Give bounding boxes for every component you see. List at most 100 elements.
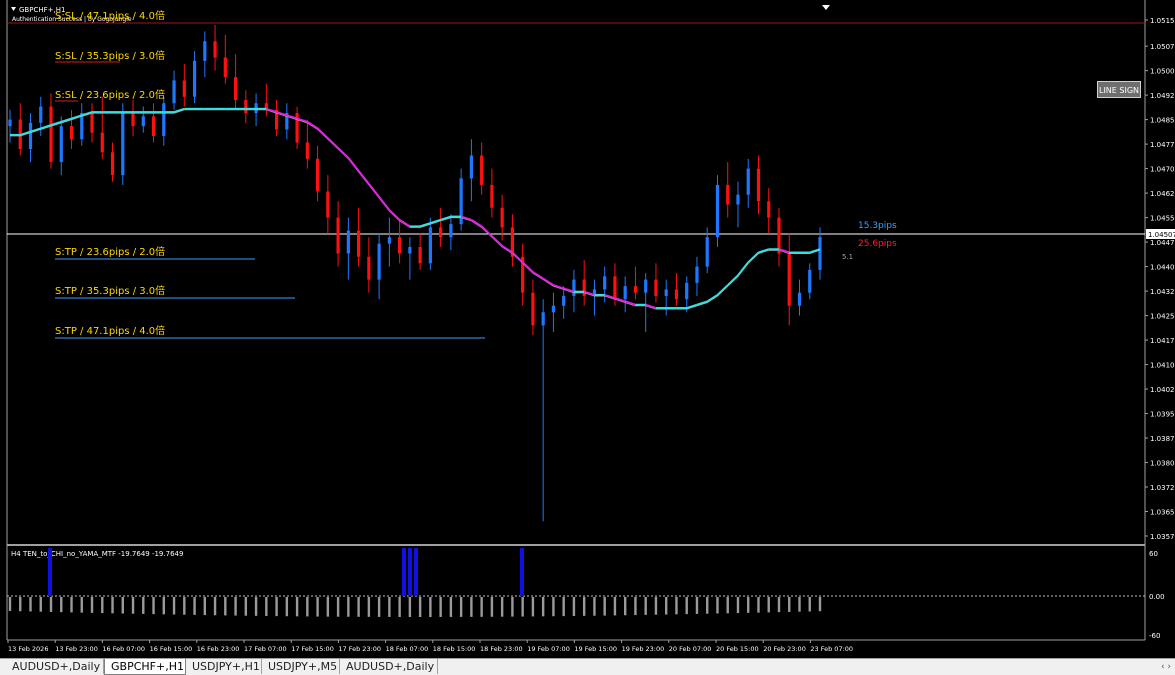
tab-audusd-daily-1[interactable]: AUDUSD+,Daily xyxy=(6,659,104,674)
indicator-bar xyxy=(131,597,135,614)
ma-color-segment xyxy=(778,248,790,254)
tab-usdjpy-h1[interactable]: USDJPY+,H1 xyxy=(186,659,262,674)
indicator-bar xyxy=(552,597,555,617)
ma-color-segment xyxy=(758,248,770,254)
price-tick-label: 1.03725 xyxy=(1150,484,1175,492)
indicator-bar xyxy=(726,597,729,614)
candle-body xyxy=(59,126,63,163)
tp-label-2: S:TP / 35.3pips / 3.0倍 xyxy=(55,284,165,297)
price-tick-label: 1.04175 xyxy=(1150,337,1175,345)
candle-body xyxy=(705,237,709,267)
candle-body xyxy=(90,113,94,133)
time-tick-label: 13 Feb 23:00 xyxy=(55,645,98,653)
candle-body xyxy=(110,152,115,176)
indicator-bar xyxy=(121,597,124,614)
tab-scroll-arrows-icon[interactable]: ‹ › xyxy=(1160,662,1171,672)
time-tick-label: 19 Feb 23:00 xyxy=(622,645,665,653)
ma-color-segment xyxy=(276,111,288,117)
indicator-bar xyxy=(603,597,606,616)
ma-color-segment xyxy=(81,111,93,117)
time-tick-label: 18 Feb 07:00 xyxy=(386,645,429,653)
candle-body xyxy=(387,237,391,244)
candle-body xyxy=(510,227,515,257)
indicator-bar xyxy=(449,597,453,617)
indicator-bar xyxy=(767,597,770,613)
candle-body xyxy=(572,279,576,296)
ma-color-segment xyxy=(316,127,329,139)
ma-color-segment xyxy=(614,297,626,303)
indicator-bar xyxy=(798,597,801,612)
indicator-bar xyxy=(111,597,114,614)
indicator-bar xyxy=(459,597,463,617)
time-tick-label: 17 Feb 07:00 xyxy=(244,645,287,653)
time-tick-label: 16 Feb 07:00 xyxy=(102,645,145,653)
indicator-spike xyxy=(402,548,406,596)
time-tick-label: 23 Feb 07:00 xyxy=(810,645,853,653)
indicator-bar xyxy=(706,597,709,614)
ma-color-segment xyxy=(368,183,380,198)
time-tick-label: 19 Feb 15:00 xyxy=(574,645,617,653)
candle-body xyxy=(315,158,320,192)
ma-color-segment xyxy=(511,251,524,264)
distance-down-label: 25.6pips xyxy=(858,239,897,249)
candle-body xyxy=(233,77,238,101)
ma-color-segment xyxy=(624,300,636,306)
ma-color-segment xyxy=(419,222,431,228)
ma-color-segment xyxy=(286,114,298,120)
candle-body xyxy=(633,286,638,293)
indicator-bar xyxy=(70,597,73,613)
price-chart[interactable]: GBPCHF+,H1 Authentication Success | by G… xyxy=(0,0,1175,658)
candle-body xyxy=(818,237,822,270)
candle-body xyxy=(787,253,791,306)
sl-label-1: S:SL / 23.6pips / 2.0倍 xyxy=(55,88,165,101)
indicator-bar xyxy=(439,597,442,617)
candle-body xyxy=(39,106,43,123)
indicator-spike xyxy=(408,548,412,596)
indicator-bar xyxy=(644,597,647,615)
line-sign-button[interactable]: LINE SIGN xyxy=(1097,81,1141,98)
spread-label: 5.1 xyxy=(842,253,853,261)
candle-body xyxy=(367,256,371,280)
indicator-bar xyxy=(244,597,248,616)
tab-usdjpy-m5[interactable]: USDJPY+,M5 xyxy=(262,659,340,674)
candle-body xyxy=(69,126,74,140)
price-tick-label: 1.04325 xyxy=(1150,288,1175,296)
candle-body xyxy=(562,295,566,306)
price-tick-label: 1.04700 xyxy=(1150,166,1175,174)
indicator-bar xyxy=(500,597,504,617)
indicator-bar xyxy=(285,597,289,617)
candle-body xyxy=(172,80,176,104)
tp-label-3: S:TP / 47.1pips / 4.0倍 xyxy=(55,324,165,337)
ma-color-segment xyxy=(296,117,308,123)
candle-body xyxy=(654,279,658,296)
price-tick-label: 1.04775 xyxy=(1150,141,1175,149)
indicator-bar xyxy=(203,597,207,616)
ma-color-segment xyxy=(378,196,391,211)
sl-label-3: S:SL / 47.1pips / 4.0倍 xyxy=(55,9,165,22)
tab-gbpchf-h1[interactable]: GBPCHF+,H1 xyxy=(104,659,186,675)
ma-color-segment xyxy=(430,218,441,225)
indicator-bar xyxy=(326,597,330,617)
indicator-axis-bottom: -60 xyxy=(1149,632,1160,640)
ma-color-segment xyxy=(645,303,657,309)
indicator-bar xyxy=(531,597,535,617)
candle-body xyxy=(531,292,535,326)
tab-audusd-daily-2[interactable]: AUDUSD+,Daily xyxy=(340,659,438,674)
indicator-bar xyxy=(490,597,494,617)
time-tick-label: 19 Feb 07:00 xyxy=(527,645,570,653)
candle-body xyxy=(377,243,381,280)
candle-body xyxy=(613,276,617,300)
candle-body xyxy=(469,155,473,179)
shift-marker-icon[interactable] xyxy=(822,5,830,10)
ma-color-segment xyxy=(727,274,739,286)
current-price-box xyxy=(1146,229,1175,239)
ma-color-segment xyxy=(399,219,411,228)
chart-menu-icon[interactable] xyxy=(11,7,16,11)
time-tick-label: 18 Feb 23:00 xyxy=(480,645,523,653)
indicator-bar xyxy=(347,597,350,617)
chart-window[interactable]: GBPCHF+,H1 Authentication Success | by G… xyxy=(0,0,1175,658)
indicator-bar xyxy=(470,597,473,617)
ma-color-segment xyxy=(542,277,554,287)
indicator-bar xyxy=(582,597,586,616)
ma-color-segment xyxy=(440,215,452,221)
